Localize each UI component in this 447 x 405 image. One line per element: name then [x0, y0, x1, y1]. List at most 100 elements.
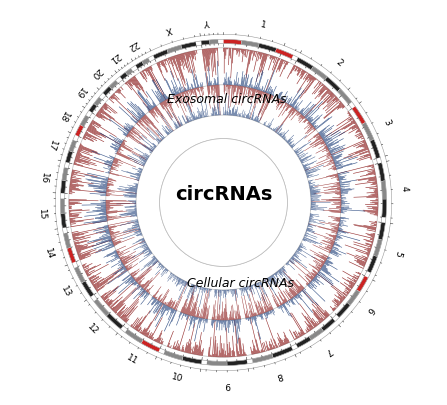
Wedge shape	[293, 107, 294, 108]
Wedge shape	[190, 117, 192, 121]
Wedge shape	[304, 162, 314, 167]
Wedge shape	[196, 307, 199, 317]
Wedge shape	[161, 102, 172, 120]
Wedge shape	[211, 356, 212, 357]
Wedge shape	[127, 123, 133, 128]
Wedge shape	[134, 225, 139, 226]
Wedge shape	[153, 298, 155, 300]
Wedge shape	[246, 313, 247, 318]
Wedge shape	[304, 117, 305, 119]
Wedge shape	[324, 264, 326, 266]
Wedge shape	[161, 140, 162, 141]
Wedge shape	[139, 154, 148, 159]
Wedge shape	[191, 51, 194, 59]
Wedge shape	[291, 299, 294, 304]
Wedge shape	[374, 191, 378, 192]
Wedge shape	[287, 263, 289, 265]
Wedge shape	[124, 128, 129, 132]
Wedge shape	[142, 329, 146, 334]
Wedge shape	[289, 290, 294, 297]
Wedge shape	[154, 339, 156, 341]
Wedge shape	[104, 251, 117, 258]
Wedge shape	[122, 256, 135, 264]
Wedge shape	[304, 237, 318, 243]
Wedge shape	[334, 242, 335, 243]
Wedge shape	[129, 131, 141, 140]
Wedge shape	[126, 128, 130, 131]
Wedge shape	[133, 127, 135, 129]
Wedge shape	[333, 308, 335, 310]
Wedge shape	[300, 332, 303, 336]
Wedge shape	[316, 265, 321, 269]
Wedge shape	[173, 113, 181, 127]
Wedge shape	[126, 190, 137, 192]
Wedge shape	[346, 292, 349, 294]
Wedge shape	[332, 165, 335, 166]
Wedge shape	[69, 206, 72, 207]
Wedge shape	[282, 133, 286, 137]
Wedge shape	[291, 104, 292, 106]
Wedge shape	[354, 196, 378, 198]
Wedge shape	[203, 319, 206, 332]
Wedge shape	[113, 241, 117, 243]
Wedge shape	[177, 124, 179, 127]
Wedge shape	[299, 286, 303, 290]
Wedge shape	[330, 244, 333, 245]
Wedge shape	[106, 190, 136, 194]
Wedge shape	[310, 217, 311, 218]
Wedge shape	[137, 122, 138, 123]
Wedge shape	[336, 232, 337, 233]
Wedge shape	[366, 240, 373, 243]
Wedge shape	[338, 230, 374, 239]
Wedge shape	[241, 77, 243, 86]
Wedge shape	[337, 226, 339, 227]
Wedge shape	[153, 286, 161, 297]
Wedge shape	[252, 89, 254, 97]
Wedge shape	[329, 146, 340, 152]
Wedge shape	[186, 88, 187, 91]
Wedge shape	[309, 282, 310, 283]
Wedge shape	[348, 127, 359, 134]
Wedge shape	[371, 184, 377, 185]
Wedge shape	[236, 320, 239, 339]
Wedge shape	[138, 106, 145, 115]
Wedge shape	[256, 109, 261, 122]
Wedge shape	[72, 233, 80, 235]
Wedge shape	[300, 329, 304, 335]
Wedge shape	[121, 145, 131, 151]
Wedge shape	[118, 190, 137, 192]
Wedge shape	[239, 354, 240, 356]
Wedge shape	[121, 170, 140, 177]
Wedge shape	[214, 300, 216, 320]
Wedge shape	[117, 252, 119, 254]
Wedge shape	[206, 319, 207, 321]
Wedge shape	[205, 72, 207, 86]
Wedge shape	[282, 91, 288, 100]
Wedge shape	[330, 151, 333, 153]
Wedge shape	[264, 280, 268, 287]
Wedge shape	[129, 193, 136, 194]
Wedge shape	[314, 134, 320, 138]
Wedge shape	[183, 91, 184, 92]
Wedge shape	[79, 252, 91, 257]
Wedge shape	[106, 210, 110, 211]
Wedge shape	[332, 300, 338, 307]
Wedge shape	[294, 150, 295, 151]
Wedge shape	[219, 315, 220, 320]
Wedge shape	[185, 53, 190, 73]
Wedge shape	[135, 208, 136, 209]
Wedge shape	[69, 215, 79, 216]
Wedge shape	[356, 262, 365, 266]
Wedge shape	[370, 156, 371, 157]
Wedge shape	[228, 85, 229, 95]
Wedge shape	[138, 179, 139, 180]
Wedge shape	[290, 145, 291, 146]
Wedge shape	[268, 56, 274, 70]
Wedge shape	[300, 244, 306, 247]
Wedge shape	[240, 113, 241, 117]
Wedge shape	[122, 141, 125, 143]
Wedge shape	[225, 290, 226, 297]
Wedge shape	[212, 320, 213, 326]
Wedge shape	[325, 246, 332, 249]
Wedge shape	[321, 135, 325, 137]
